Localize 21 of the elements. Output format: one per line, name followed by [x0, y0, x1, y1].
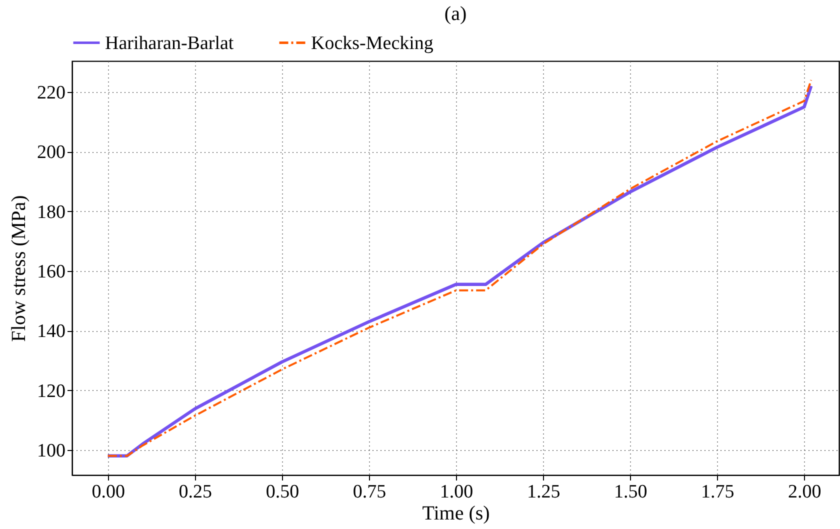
y-tick-label: 200 [37, 142, 66, 164]
y-tick-label: 180 [37, 202, 66, 223]
y-tick-label: 160 [37, 261, 66, 282]
x-tick-label: 0.00 [92, 482, 125, 502]
x-tick-label: 0.25 [178, 482, 212, 502]
x-tick-label: 0.75 [352, 482, 386, 502]
y-tick-label: 140 [37, 321, 66, 342]
legend-label: Kocks-Mecking [311, 32, 434, 54]
x-tick-label: 0.50 [266, 482, 300, 502]
y-axis-title: Flow stress (MPa) [8, 195, 30, 342]
chart-title: (a) [444, 3, 467, 25]
x-tick-label: 1.75 [701, 482, 734, 502]
x-tick-label: 1.00 [440, 482, 474, 502]
x-tick-label: 1.25 [526, 482, 560, 502]
x-axis-title: Time (s) [422, 502, 490, 524]
y-tick-label: 220 [37, 82, 66, 104]
y-tick-label: 100 [37, 440, 66, 462]
x-tick-label: 2.00 [788, 482, 822, 502]
y-tick-label: 120 [37, 380, 66, 402]
legend-label: Hariharan-Barlat [105, 32, 234, 54]
x-tick-label: 1.50 [614, 482, 648, 502]
